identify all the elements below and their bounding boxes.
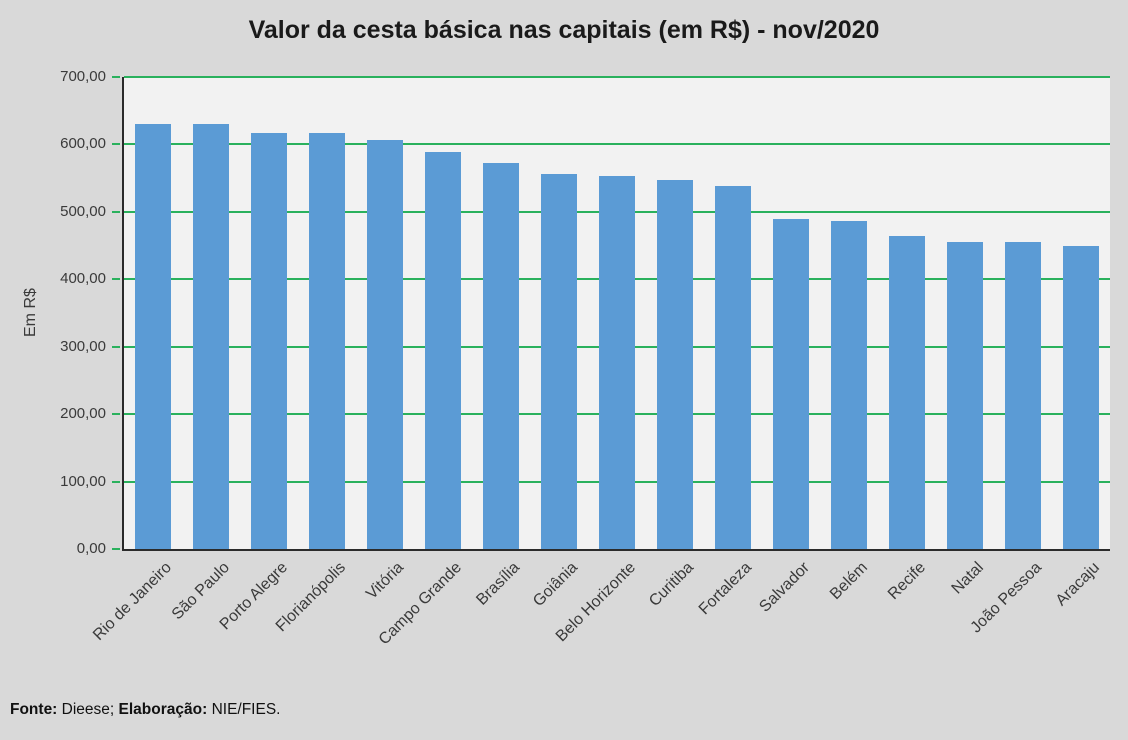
y-axis-tick	[112, 413, 120, 416]
y-axis-tick	[112, 143, 120, 146]
bar	[831, 220, 867, 549]
bar	[425, 151, 461, 549]
bar	[1005, 242, 1041, 549]
bar	[889, 236, 925, 549]
bar	[251, 132, 287, 549]
y-axis-tick-label: 300,00	[60, 337, 106, 355]
source-value: Dieese;	[57, 701, 119, 718]
bar	[135, 124, 171, 549]
y-axis-tick-label: 0,00	[76, 540, 106, 557]
y-axis-tick	[112, 480, 120, 483]
bar	[715, 185, 751, 549]
y-axis-tick	[112, 278, 120, 281]
y-axis-tick	[112, 210, 120, 213]
y-axis-tick-label: 500,00	[60, 202, 106, 220]
bar	[599, 176, 635, 549]
chart-title: Valor da cesta básica nas capitais (em R…	[248, 16, 880, 44]
source-label: Fonte:	[10, 701, 58, 718]
y-axis-tick-label: 200,00	[60, 405, 106, 423]
y-axis-tick	[112, 548, 120, 550]
gridline	[124, 76, 1110, 78]
y-axis-tick-label: 600,00	[60, 135, 106, 153]
bar	[193, 124, 229, 549]
bar	[947, 241, 983, 549]
y-axis-tick	[112, 345, 120, 348]
bar	[773, 219, 809, 549]
source-note: Fonte: Dieese; Elaboração: NIE/FIES.	[10, 701, 280, 719]
y-axis-tick-label: 400,00	[60, 270, 106, 288]
bar	[367, 139, 403, 549]
elaboration-value: NIE/FIES.	[207, 701, 281, 718]
bar	[483, 163, 519, 549]
plot-area	[122, 76, 1110, 551]
bar	[541, 174, 577, 549]
gridline	[124, 143, 1110, 146]
bar	[657, 179, 693, 549]
y-axis-tick	[112, 76, 120, 78]
y-axis-tick-label: 100,00	[60, 472, 106, 490]
bar	[309, 132, 345, 549]
bar	[1063, 245, 1099, 549]
y-axis-title: Em R$	[22, 288, 39, 338]
elaboration-label: Elaboração:	[118, 701, 208, 718]
y-axis-tick-label: 700,00	[60, 68, 106, 85]
